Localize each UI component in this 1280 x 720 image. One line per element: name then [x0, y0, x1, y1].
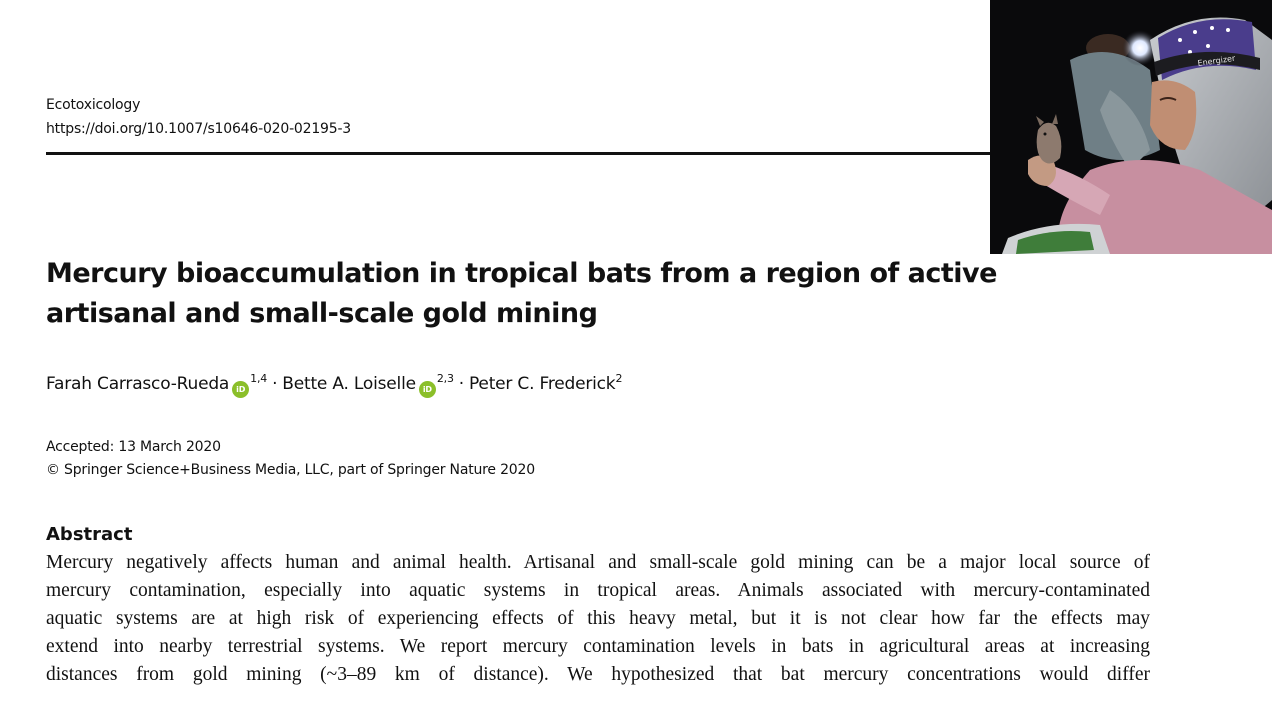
article-meta: Accepted: 13 March 2020 © Springer Scien…	[46, 436, 535, 482]
abstract-line: mercury contamination, especially into a…	[46, 580, 1150, 601]
abstract-line: aquatic systems are at high risk of expe…	[46, 608, 1150, 629]
author-separator: ·	[458, 374, 464, 394]
abstract-line: Mercury negatively affects human and ani…	[46, 552, 1150, 573]
author-name: Peter C. Frederick	[468, 374, 616, 394]
journal-name: Ecotoxicology	[46, 97, 141, 113]
abstract-line: extend into nearby terrestrial systems. …	[46, 636, 1150, 657]
author-list: Farah Carrasco-Rueda iD1,4 · Bette A. Loise…	[46, 370, 622, 398]
author-name: Farah Carrasco-Rueda	[46, 374, 230, 394]
abstract-line: distances from gold mining (~3–89 km of …	[46, 664, 1150, 685]
author-affiliation: 2	[615, 372, 623, 385]
copyright-notice: © Springer Science+Business Media, LLC, …	[46, 462, 535, 478]
title-line-2: artisanal and small-scale gold mining	[46, 298, 598, 329]
author-separator: ·	[272, 374, 278, 394]
author-affiliation: 2,3	[436, 372, 454, 385]
orcid-icon[interactable]: iD	[418, 381, 436, 398]
abstract-body: Mercury negatively affects human and ani…	[46, 549, 1150, 689]
journal-header: Ecotoxicology https://doi.org/10.1007/s1…	[46, 93, 351, 141]
researcher-holding-bat-photo: Energizer	[990, 0, 1272, 254]
orcid-icon[interactable]: iD	[232, 381, 250, 398]
author-affiliation: 1,4	[250, 372, 268, 385]
author-name: Bette A. Loiselle	[282, 374, 416, 394]
article-title: Mercury bioaccumulation in tropical bats…	[46, 254, 1006, 334]
abstract-heading: Abstract	[46, 524, 133, 545]
doi-link[interactable]: https://doi.org/10.1007/s10646-020-02195…	[46, 121, 352, 137]
accepted-date: Accepted: 13 March 2020	[46, 439, 221, 455]
title-line-1: Mercury bioaccumulation in tropical bats…	[46, 258, 997, 289]
header-rule	[46, 152, 1006, 155]
